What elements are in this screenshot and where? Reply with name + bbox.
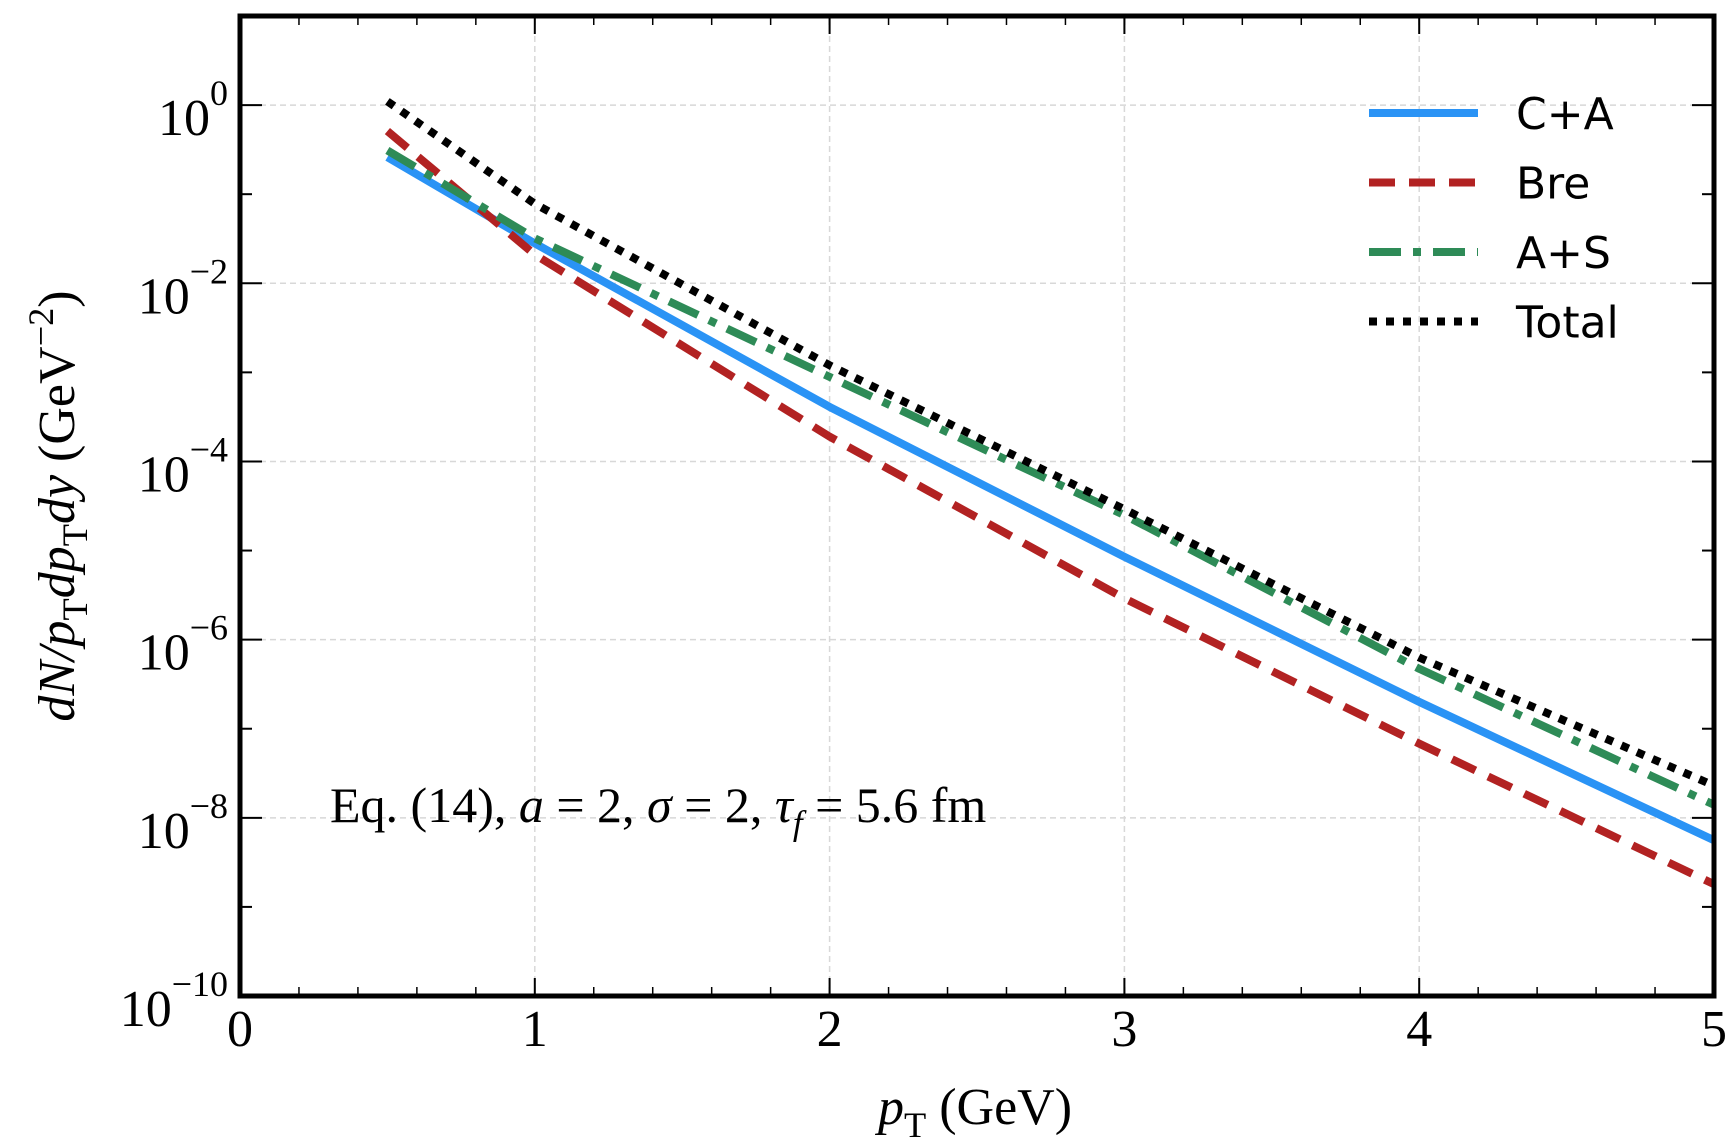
legend-label: A+S [1516,228,1611,279]
y-tick-label: 100 [158,73,228,147]
legend-label: C+A [1516,89,1614,140]
legend-label: Bre [1516,159,1590,210]
ticks [239,15,1715,997]
series-line-total [385,98,1716,790]
y-axis-label: dN/pTdpTdy (GeV−2) [21,290,95,721]
y-tick-label: 10−10 [120,964,228,1038]
series-line-bre [384,128,1716,888]
series-lines [384,98,1716,888]
x-tick-label: 4 [1406,1001,1432,1058]
tick-labels: 0 1 2 3 4 5 100 10−2 10−4 10−6 10−8 10−10 [120,73,1727,1058]
legend-label: Total [1515,298,1619,349]
x-tick-label: 5 [1701,1001,1727,1058]
y-tick-label: 10−2 [138,251,228,325]
y-tick-label: 10−4 [138,429,228,503]
grid [239,16,1715,997]
x-tick-label: 2 [817,1001,843,1058]
plot-frame [237,13,1717,999]
x-axis-label: pT (GeV) [874,1079,1072,1145]
series-line-c-a [385,153,1716,844]
x-tick-label: 1 [522,1001,548,1058]
series-line-a-s [385,146,1716,809]
x-tick-label: 3 [1111,1001,1137,1058]
y-tick-label: 10−8 [138,786,228,860]
y-tick-label: 10−6 [138,608,228,682]
x-tick-label: 0 [227,1001,253,1058]
annotation: Eq. (14), a = 2, σ = 2, τf = 5.6 fm [330,777,986,843]
legend: C+A Bre A+S Total [1369,89,1619,349]
